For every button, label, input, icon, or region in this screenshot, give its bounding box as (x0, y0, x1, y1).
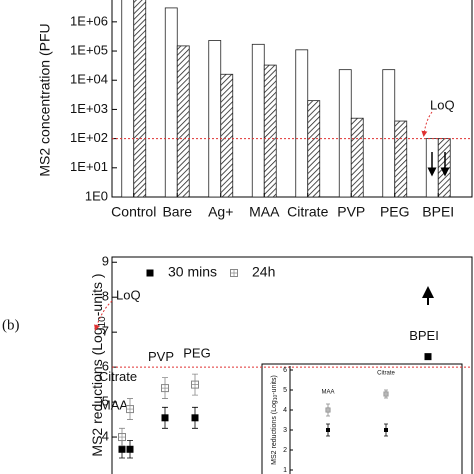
y-tick-label: 6 (283, 367, 287, 374)
y-label-part: MS2 reductions (Log (271, 400, 278, 465)
x-tick-label: BPEI (422, 204, 454, 220)
x-tick-label: Ag+ (208, 204, 233, 220)
y-tick-label: 7 (102, 324, 109, 339)
y-tick-label: 3 (283, 427, 287, 434)
y-tick-label: 1E+06 (70, 13, 108, 28)
marker (118, 445, 126, 453)
legend-marker-cross (230, 269, 238, 277)
bar (176, 45, 190, 197)
bar (164, 7, 178, 197)
marker (326, 428, 330, 432)
y-tick-label: 5 (102, 394, 109, 409)
y-tick-label: 1E+02 (70, 130, 108, 145)
marker-cross (326, 408, 330, 412)
marker-cross (161, 384, 169, 392)
marker (384, 428, 388, 432)
loq-label: LoQ (116, 287, 141, 302)
marker-cross (118, 433, 126, 441)
y-tick-label: 8 (102, 289, 109, 304)
point-label: BPEI (409, 328, 439, 343)
y-tick-label: 6 (102, 359, 109, 374)
inset-y-label: MS2 reductions (Log10-units) (271, 375, 279, 465)
y-label-part: MS2 reductions (Log (89, 327, 105, 456)
bar (220, 73, 234, 197)
panel-label: (b) (2, 317, 20, 333)
bar (394, 120, 408, 197)
x-tick-label: Citrate (287, 204, 328, 220)
bar (251, 43, 265, 197)
marker (161, 414, 169, 422)
x-tick-label: PEG (380, 204, 410, 220)
marker-cross (384, 392, 388, 396)
y-label-subscript: 10 (273, 394, 279, 400)
y-tick-label: 1E0 (85, 188, 108, 203)
marker-cross (191, 381, 199, 389)
bar (338, 69, 352, 197)
y-tick-label: 2 (283, 447, 287, 454)
inset-frame (261, 363, 463, 474)
point-label: PVP (148, 349, 174, 364)
legend-marker (146, 269, 154, 277)
loq-label: LoQ (430, 97, 455, 112)
bar (382, 69, 396, 197)
loq-arrow (94, 300, 113, 331)
marker (191, 414, 199, 422)
point-label: MAA (321, 390, 334, 396)
y-label-part: -units ) (89, 273, 105, 316)
x-tick-label: PVP (337, 204, 365, 220)
point-label: Citrate (99, 369, 137, 384)
marker (126, 445, 134, 453)
point-label: MAA (100, 398, 129, 413)
plot-frame (111, 256, 473, 474)
bar (133, 0, 147, 197)
y-tick-label: 1E+05 (70, 42, 108, 57)
y-tick-label: 1E+04 (70, 72, 108, 87)
bar (350, 117, 364, 197)
plot-area (121, 0, 451, 197)
y-axis-label: MS2 concentration (PFU (37, 23, 53, 176)
point-label: PEG (183, 346, 210, 361)
bar (307, 100, 321, 197)
y-tick-label: 4 (102, 428, 109, 443)
marker-cross (126, 405, 134, 413)
y-label-subscript: 10 (97, 316, 108, 328)
y-tick-label: 1 (283, 467, 287, 474)
bar (121, 0, 135, 197)
point-label: Citrate (377, 371, 395, 377)
plot-frame (111, 0, 473, 198)
bar (263, 64, 277, 197)
y-label-part: -units) (271, 375, 278, 394)
y-tick-label: 5 (283, 387, 287, 394)
x-tick-label: Control (111, 204, 156, 220)
y-tick-label: 1E+03 (70, 101, 108, 116)
y-tick-label: 9 (102, 254, 109, 269)
marker (424, 353, 432, 361)
y-tick-label: 1E+01 (70, 159, 108, 174)
bar (208, 40, 222, 197)
legend-label: 30 mins (168, 264, 217, 280)
x-tick-label: Bare (162, 204, 192, 220)
bar (295, 49, 309, 197)
y-axis-label: MS2 reductions (Log10-units ) (89, 273, 108, 456)
legend-label: 24h (252, 264, 275, 280)
y-tick-label: 4 (283, 407, 287, 414)
loq-arrow (421, 111, 433, 137)
x-tick-label: MAA (249, 204, 280, 220)
